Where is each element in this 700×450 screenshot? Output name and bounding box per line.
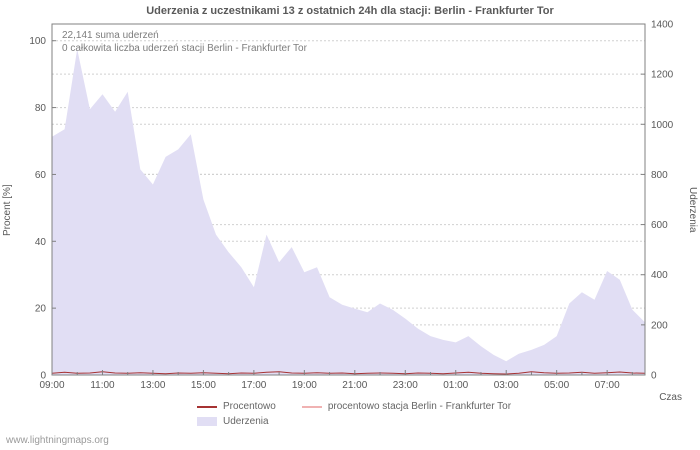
svg-text:15:00: 15:00 [191, 380, 216, 391]
svg-text:17:00: 17:00 [241, 380, 266, 391]
svg-text:0: 0 [40, 371, 46, 382]
legend-label-uderzenia: Uderzenia [223, 416, 269, 427]
watermark-link[interactable]: www.lightningmaps.org [6, 435, 109, 446]
annotation-total-strikes: 22,141 suma uderzeń [62, 30, 159, 41]
svg-text:11:00: 11:00 [90, 380, 115, 391]
legend-swatch-uderzenia [197, 417, 217, 426]
svg-text:03:00: 03:00 [494, 380, 519, 391]
legend-label-procentowo: Procentowo [223, 401, 276, 412]
svg-text:100: 100 [29, 36, 46, 47]
legend-row-1: Procentowo procentowo stacja Berlin - Fr… [197, 399, 537, 414]
svg-text:200: 200 [651, 320, 668, 331]
y-axis-label-right: Uderzenia [687, 187, 698, 233]
svg-text:1200: 1200 [651, 70, 674, 81]
svg-text:05:00: 05:00 [544, 380, 569, 391]
svg-text:21:00: 21:00 [342, 380, 367, 391]
legend-item-station-percent: procentowo stacja Berlin - Frankfurter T… [301, 401, 512, 412]
svg-text:60: 60 [35, 170, 47, 181]
legend-item-uderzenia: Uderzenia [197, 416, 269, 427]
x-axis-label: Czas [659, 392, 682, 403]
svg-text:13:00: 13:00 [140, 380, 165, 391]
svg-text:07:00: 07:00 [595, 380, 620, 391]
legend-label-station-percent: procentowo stacja Berlin - Frankfurter T… [327, 401, 512, 412]
svg-text:23:00: 23:00 [393, 380, 418, 391]
svg-text:1400: 1400 [651, 20, 674, 31]
svg-text:1000: 1000 [651, 120, 674, 131]
svg-text:600: 600 [651, 220, 668, 231]
y-axis-label-left: Procent [%] [2, 184, 13, 236]
annotation-station-strikes: 0 całkowita liczba uderzeń stacji Berlin… [62, 43, 307, 54]
legend-swatch-station-percent [301, 405, 322, 408]
legend: Procentowo procentowo stacja Berlin - Fr… [197, 399, 537, 429]
svg-text:09:00: 09:00 [39, 380, 64, 391]
svg-text:400: 400 [651, 270, 668, 281]
svg-text:19:00: 19:00 [292, 380, 317, 391]
svg-text:80: 80 [35, 103, 47, 114]
chart-title: Uderzenia z uczestnikami 13 z ostatnich … [146, 5, 554, 17]
legend-item-procentowo: Procentowo [197, 401, 276, 412]
svg-text:0: 0 [651, 371, 657, 382]
svg-text:01:00: 01:00 [443, 380, 468, 391]
legend-row-2: Uderzenia [197, 414, 537, 429]
svg-text:800: 800 [651, 170, 668, 181]
svg-text:20: 20 [35, 304, 47, 315]
legend-swatch-procentowo [197, 405, 217, 408]
svg-text:40: 40 [35, 237, 47, 248]
